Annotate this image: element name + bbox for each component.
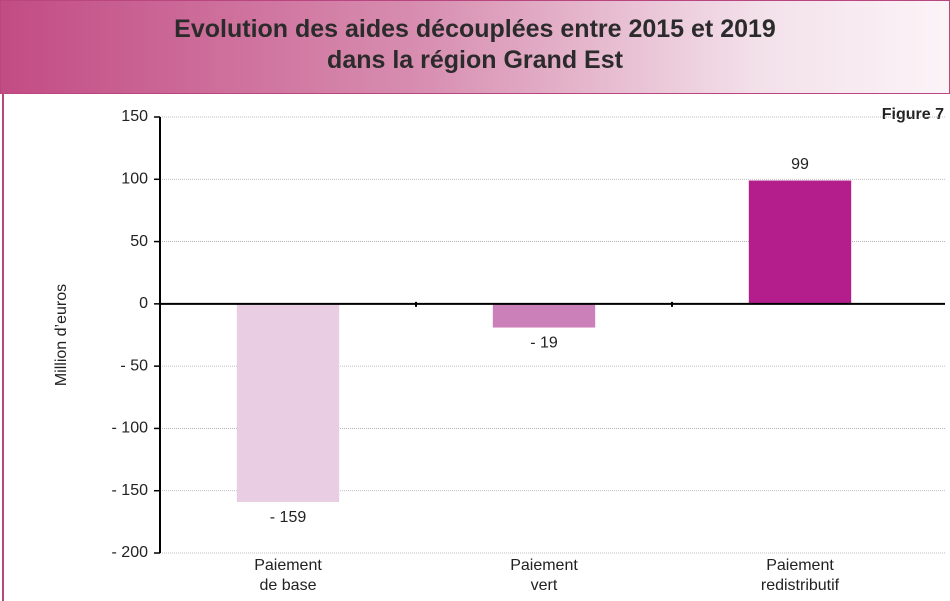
y-tick-label: - 200	[112, 544, 149, 561]
y-axis-label: Million d’euros	[53, 284, 70, 386]
value-label: - 19	[530, 335, 558, 352]
bar	[236, 303, 340, 502]
bar	[492, 303, 596, 328]
value-label: - 159	[270, 509, 307, 526]
chart-title: Evolution des aides découplées entre 201…	[174, 15, 776, 74]
y-tick-label: - 100	[112, 420, 149, 437]
figure-label: Figure 7	[882, 106, 944, 123]
x-tick-label: Paiement vert	[510, 557, 578, 594]
x-tick-label: Paiement de base	[254, 557, 322, 594]
y-tick-label: 100	[121, 171, 148, 188]
header-band	[0, 0, 950, 94]
value-label: 99	[791, 156, 809, 173]
x-tick-label: Paiement redistributif	[760, 557, 840, 594]
bar	[748, 180, 852, 304]
y-tick-label: 50	[130, 233, 148, 250]
y-tick-label: 150	[121, 108, 148, 125]
y-tick-label: 0	[139, 295, 148, 312]
y-tick-label: - 150	[112, 482, 149, 499]
y-tick-label: - 50	[120, 357, 148, 374]
